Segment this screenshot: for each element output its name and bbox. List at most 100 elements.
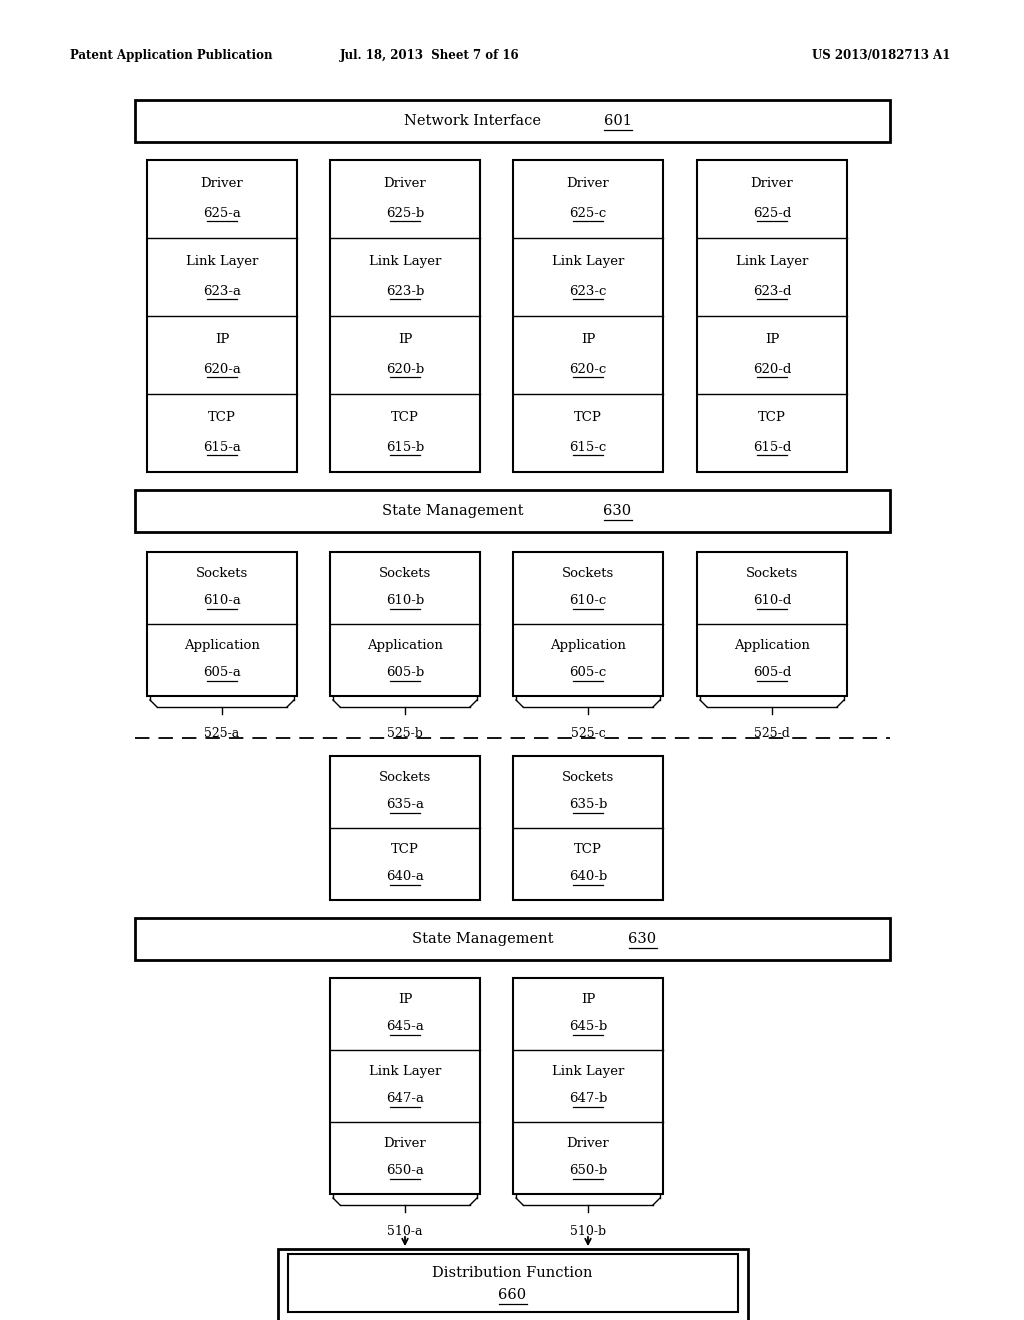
Text: Driver: Driver bbox=[566, 1137, 609, 1150]
Text: Sockets: Sockets bbox=[562, 568, 614, 579]
Text: 605-d: 605-d bbox=[753, 667, 792, 680]
Text: Patent Application Publication: Patent Application Publication bbox=[70, 49, 272, 62]
Text: Link Layer: Link Layer bbox=[369, 255, 441, 268]
Text: Link Layer: Link Layer bbox=[736, 255, 808, 268]
Text: IP: IP bbox=[397, 993, 413, 1006]
Text: IP: IP bbox=[397, 333, 413, 346]
Bar bbox=[697, 552, 847, 696]
Text: Application: Application bbox=[367, 639, 443, 652]
Text: IP: IP bbox=[765, 333, 779, 346]
Text: State Management: State Management bbox=[382, 504, 523, 517]
Text: Driver: Driver bbox=[384, 1137, 426, 1150]
Text: 645-b: 645-b bbox=[569, 1020, 607, 1034]
Text: 605-c: 605-c bbox=[569, 667, 606, 680]
Text: IP: IP bbox=[215, 333, 229, 346]
Text: Link Layer: Link Layer bbox=[552, 1065, 625, 1078]
Bar bbox=[278, 1249, 748, 1320]
Text: 635-b: 635-b bbox=[568, 799, 607, 812]
Text: Link Layer: Link Layer bbox=[552, 255, 625, 268]
Text: 605-b: 605-b bbox=[386, 667, 424, 680]
Text: Sockets: Sockets bbox=[562, 771, 614, 784]
Text: Sockets: Sockets bbox=[745, 568, 798, 579]
Text: 610-d: 610-d bbox=[753, 594, 792, 607]
Text: TCP: TCP bbox=[574, 411, 602, 424]
Text: 510-b: 510-b bbox=[570, 1225, 606, 1238]
Text: 623-b: 623-b bbox=[386, 285, 424, 297]
Bar bbox=[135, 100, 890, 143]
Text: 525-c: 525-c bbox=[570, 727, 605, 741]
Text: Driver: Driver bbox=[751, 177, 794, 190]
Bar bbox=[330, 978, 480, 1195]
Text: 630: 630 bbox=[603, 504, 632, 517]
Text: 640-a: 640-a bbox=[386, 870, 424, 883]
Bar bbox=[513, 756, 663, 900]
Text: 601: 601 bbox=[603, 114, 632, 128]
Text: 605-a: 605-a bbox=[203, 667, 241, 680]
Text: 615-a: 615-a bbox=[203, 441, 241, 454]
Text: 620-a: 620-a bbox=[203, 363, 241, 375]
Text: 650-a: 650-a bbox=[386, 1164, 424, 1177]
Text: Driver: Driver bbox=[566, 177, 609, 190]
Text: 620-b: 620-b bbox=[386, 363, 424, 375]
Text: 645-a: 645-a bbox=[386, 1020, 424, 1034]
Text: 615-c: 615-c bbox=[569, 441, 606, 454]
Text: Distribution Function: Distribution Function bbox=[432, 1266, 593, 1279]
Text: 620-d: 620-d bbox=[753, 363, 792, 375]
Bar bbox=[147, 552, 297, 696]
Text: Application: Application bbox=[184, 639, 260, 652]
Text: Driver: Driver bbox=[201, 177, 244, 190]
Text: Application: Application bbox=[550, 639, 626, 652]
Text: 510-a: 510-a bbox=[387, 1225, 423, 1238]
Bar bbox=[288, 1254, 737, 1312]
Text: Driver: Driver bbox=[384, 177, 426, 190]
Bar bbox=[513, 160, 663, 473]
Text: 623-c: 623-c bbox=[569, 285, 606, 297]
Text: 610-c: 610-c bbox=[569, 594, 606, 607]
Text: 610-b: 610-b bbox=[386, 594, 424, 607]
Bar bbox=[330, 552, 480, 696]
Text: 630: 630 bbox=[629, 932, 656, 946]
Text: Sockets: Sockets bbox=[379, 568, 431, 579]
Text: TCP: TCP bbox=[391, 843, 419, 857]
Text: Link Layer: Link Layer bbox=[185, 255, 258, 268]
Text: TCP: TCP bbox=[758, 411, 786, 424]
Text: 650-b: 650-b bbox=[569, 1164, 607, 1177]
Text: 615-b: 615-b bbox=[386, 441, 424, 454]
Text: 635-a: 635-a bbox=[386, 799, 424, 812]
Text: Application: Application bbox=[734, 639, 810, 652]
Text: Network Interface: Network Interface bbox=[404, 114, 541, 128]
Text: 660: 660 bbox=[499, 1287, 526, 1302]
Text: 647-b: 647-b bbox=[568, 1093, 607, 1105]
Text: 625-b: 625-b bbox=[386, 206, 424, 219]
Bar bbox=[135, 917, 890, 960]
Text: Link Layer: Link Layer bbox=[369, 1065, 441, 1078]
Text: 623-d: 623-d bbox=[753, 285, 792, 297]
Text: 525-d: 525-d bbox=[754, 727, 790, 741]
Text: Sockets: Sockets bbox=[196, 568, 248, 579]
Text: US 2013/0182713 A1: US 2013/0182713 A1 bbox=[812, 49, 950, 62]
Text: IP: IP bbox=[581, 993, 595, 1006]
Text: 610-a: 610-a bbox=[203, 594, 241, 607]
Text: 525-b: 525-b bbox=[387, 727, 423, 741]
Text: 625-a: 625-a bbox=[203, 206, 241, 219]
Text: TCP: TCP bbox=[208, 411, 236, 424]
Bar bbox=[697, 160, 847, 473]
Bar bbox=[147, 160, 297, 473]
Text: TCP: TCP bbox=[574, 843, 602, 857]
Text: 623-a: 623-a bbox=[203, 285, 241, 297]
Bar bbox=[330, 160, 480, 473]
Text: 625-d: 625-d bbox=[753, 206, 792, 219]
Bar bbox=[135, 490, 890, 532]
Text: TCP: TCP bbox=[391, 411, 419, 424]
Text: 640-b: 640-b bbox=[569, 870, 607, 883]
Bar bbox=[513, 552, 663, 696]
Text: State Management: State Management bbox=[412, 932, 553, 946]
Text: Jul. 18, 2013  Sheet 7 of 16: Jul. 18, 2013 Sheet 7 of 16 bbox=[340, 49, 520, 62]
Text: IP: IP bbox=[581, 333, 595, 346]
Bar bbox=[513, 978, 663, 1195]
Text: 620-c: 620-c bbox=[569, 363, 606, 375]
Text: 625-c: 625-c bbox=[569, 206, 606, 219]
Bar bbox=[330, 756, 480, 900]
Text: 615-d: 615-d bbox=[753, 441, 792, 454]
Text: Sockets: Sockets bbox=[379, 771, 431, 784]
